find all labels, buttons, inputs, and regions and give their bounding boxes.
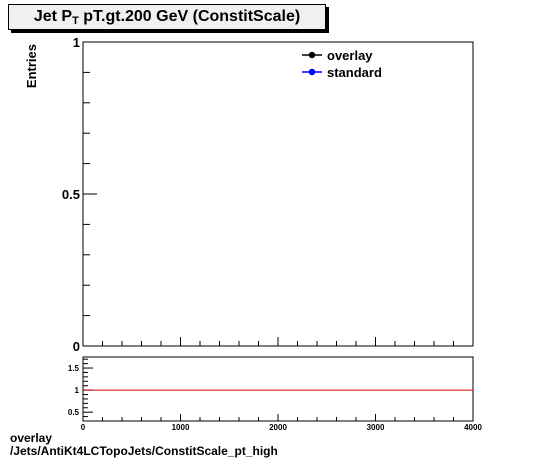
ratio-y-tick-label: 0.5 xyxy=(68,408,80,417)
legend-marker-standard xyxy=(308,68,316,76)
footer-line-2: /Jets/AntiKt4LCTopoJets/ConstitScale_pt_… xyxy=(10,444,278,458)
footer-caption: overlay /Jets/AntiKt4LCTopoJets/ConstitS… xyxy=(10,432,278,458)
legend-label-standard: standard xyxy=(327,65,382,80)
y-tick-label: 0.5 xyxy=(62,187,80,202)
legend-marker-overlay xyxy=(308,51,316,59)
chart-title: Jet PT pT.gt.200 GeV (ConstitScale) xyxy=(8,4,326,30)
title-rest: pT.gt.200 GeV (ConstitScale) xyxy=(78,8,301,25)
ratio-x-tick-label: 3000 xyxy=(367,423,385,430)
ratio-x-tick-label: 1000 xyxy=(172,423,190,430)
title-subscript: T xyxy=(72,15,79,27)
ratio-x-tick-label: 0 xyxy=(81,423,86,430)
ratio-plot-frame xyxy=(82,356,474,422)
y-tick-label: 0 xyxy=(73,339,80,354)
main-plot: 0 0.5 1 Entries overlay standard xyxy=(24,35,474,354)
ratio-x-tick-label: 2000 xyxy=(269,423,287,430)
title-main: Jet P xyxy=(33,8,73,25)
legend-label-overlay: overlay xyxy=(327,48,373,63)
ratio-y-tick-label: 1 xyxy=(75,386,80,395)
ratio-plot: 0.511.501000200030004000P_{T} (GeV) xyxy=(68,356,482,430)
main-plot-frame xyxy=(82,41,474,347)
y-tick-label: 1 xyxy=(73,35,80,50)
footer-line-1: overlay xyxy=(10,431,53,445)
ratio-x-tick-label: 4000 xyxy=(464,423,482,430)
ratio-y-tick-label: 1.5 xyxy=(68,364,80,373)
y-axis-label: Entries xyxy=(24,44,39,88)
